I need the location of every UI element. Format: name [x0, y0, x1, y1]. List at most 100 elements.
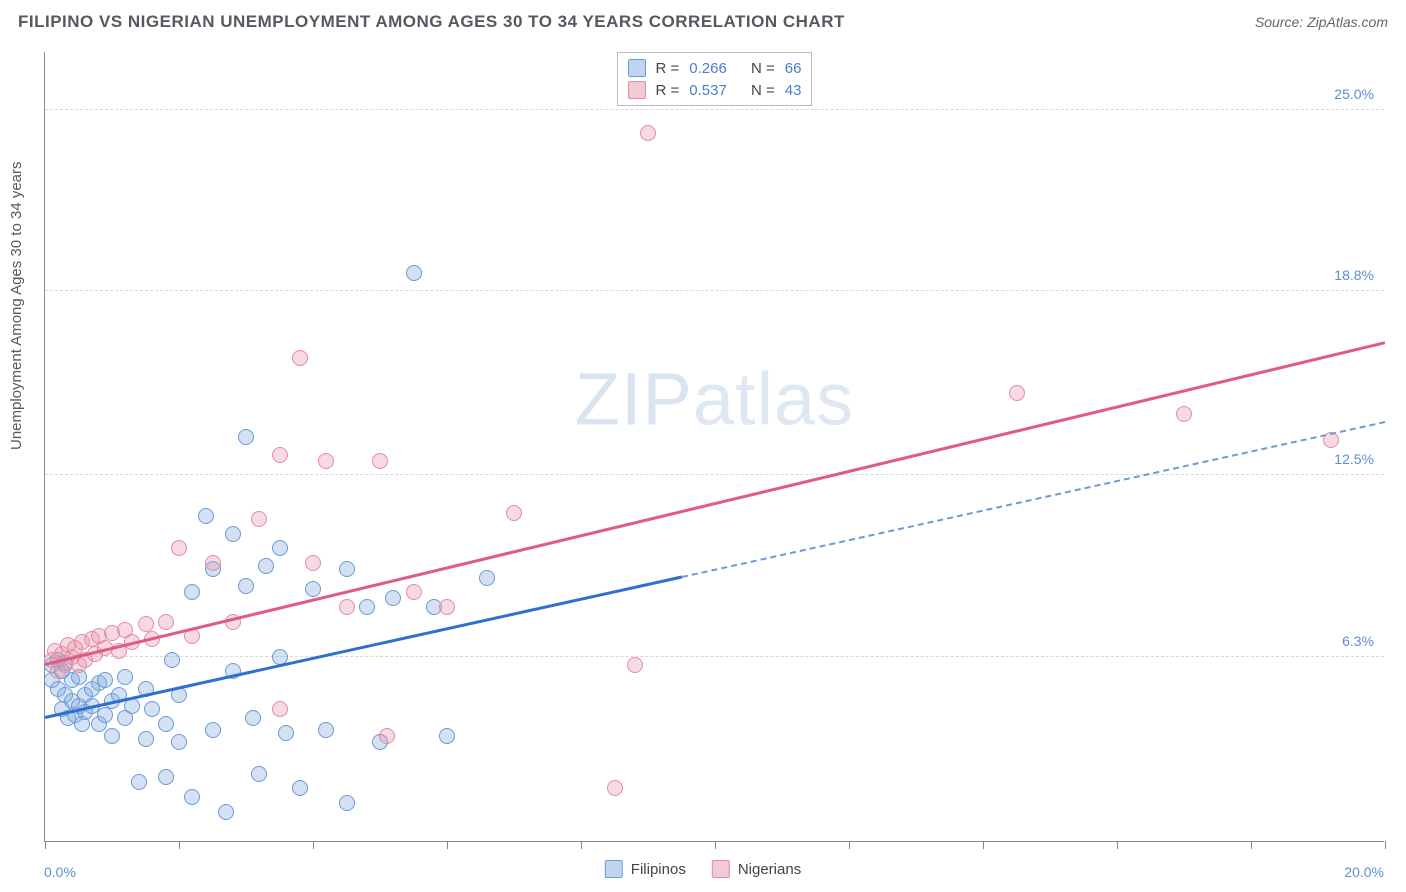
legend-label-filipinos: Filipinos — [631, 861, 686, 878]
data-point — [339, 795, 355, 811]
data-point — [318, 453, 334, 469]
swatch-filipinos — [628, 59, 646, 77]
data-point — [97, 707, 113, 723]
swatch-nigerians — [712, 860, 730, 878]
data-point — [164, 652, 180, 668]
chart-title: FILIPINO VS NIGERIAN UNEMPLOYMENT AMONG … — [18, 12, 845, 32]
data-point — [272, 447, 288, 463]
watermark-thin: atlas — [693, 358, 854, 441]
data-point — [258, 558, 274, 574]
data-point — [198, 508, 214, 524]
x-tick — [1251, 841, 1252, 849]
gridline — [45, 656, 1384, 657]
data-point — [205, 555, 221, 571]
n-label: N = — [751, 60, 775, 77]
data-point — [292, 350, 308, 366]
data-point — [439, 599, 455, 615]
data-point — [640, 125, 656, 141]
y-axis-label: Unemployment Among Ages 30 to 34 years — [8, 161, 25, 450]
data-point — [238, 578, 254, 594]
r-value-filipinos: 0.266 — [689, 60, 727, 77]
legend-item-filipinos: Filipinos — [605, 860, 686, 878]
data-point — [1176, 406, 1192, 422]
data-point — [117, 669, 133, 685]
data-point — [251, 511, 267, 527]
data-point — [305, 555, 321, 571]
data-point — [218, 804, 234, 820]
x-axis-max-label: 20.0% — [1344, 864, 1384, 880]
data-point — [171, 734, 187, 750]
data-point — [305, 581, 321, 597]
data-point — [138, 731, 154, 747]
data-point — [238, 429, 254, 445]
regression-extrapolation-filipinos — [681, 421, 1385, 578]
x-tick — [1117, 841, 1118, 849]
gridline — [45, 109, 1384, 110]
x-tick — [581, 841, 582, 849]
swatch-filipinos — [605, 860, 623, 878]
r-value-nigerians: 0.537 — [689, 82, 727, 99]
correlation-legend: R = 0.266 N = 66 R = 0.537 N = 43 — [617, 52, 813, 106]
data-point — [124, 698, 140, 714]
data-point — [131, 774, 147, 790]
data-point — [158, 716, 174, 732]
legend-row-nigerians: R = 0.537 N = 43 — [628, 79, 802, 101]
data-point — [379, 728, 395, 744]
data-point — [138, 616, 154, 632]
data-point — [205, 722, 221, 738]
watermark-bold: ZIP — [575, 358, 693, 441]
x-tick — [1385, 841, 1386, 849]
data-point — [272, 540, 288, 556]
data-point — [607, 780, 623, 796]
data-point — [479, 570, 495, 586]
regression-line-filipinos — [45, 575, 682, 718]
x-tick — [447, 841, 448, 849]
y-tick-label: 18.8% — [1334, 267, 1374, 283]
legend-row-filipinos: R = 0.266 N = 66 — [628, 57, 802, 79]
r-label: R = — [656, 82, 680, 99]
data-point — [272, 701, 288, 717]
data-point — [406, 584, 422, 600]
chart-plot-area: ZIPatlas R = 0.266 N = 66 R = 0.537 N = … — [44, 52, 1384, 842]
data-point — [158, 614, 174, 630]
data-point — [104, 728, 120, 744]
r-label: R = — [656, 60, 680, 77]
n-value-filipinos: 66 — [785, 60, 802, 77]
x-tick — [45, 841, 46, 849]
swatch-nigerians — [628, 81, 646, 99]
data-point — [339, 599, 355, 615]
data-point — [627, 657, 643, 673]
data-point — [1009, 385, 1025, 401]
x-tick — [849, 841, 850, 849]
data-point — [171, 540, 187, 556]
regression-line-nigerians — [45, 341, 1386, 665]
data-point — [278, 725, 294, 741]
watermark: ZIPatlas — [575, 357, 854, 442]
series-legend: Filipinos Nigerians — [605, 860, 801, 878]
data-point — [439, 728, 455, 744]
data-point — [245, 710, 261, 726]
data-point — [406, 265, 422, 281]
legend-item-nigerians: Nigerians — [712, 860, 801, 878]
data-point — [184, 584, 200, 600]
gridline — [45, 474, 1384, 475]
data-point — [506, 505, 522, 521]
data-point — [359, 599, 375, 615]
data-point — [292, 780, 308, 796]
x-tick — [983, 841, 984, 849]
gridline — [45, 290, 1384, 291]
x-tick — [715, 841, 716, 849]
x-axis-min-label: 0.0% — [44, 864, 76, 880]
data-point — [372, 453, 388, 469]
data-point — [339, 561, 355, 577]
data-point — [318, 722, 334, 738]
data-point — [225, 526, 241, 542]
data-point — [158, 769, 174, 785]
source-attribution: Source: ZipAtlas.com — [1255, 14, 1388, 30]
x-tick — [179, 841, 180, 849]
data-point — [144, 701, 160, 717]
header: FILIPINO VS NIGERIAN UNEMPLOYMENT AMONG … — [0, 0, 1406, 40]
y-tick-label: 25.0% — [1334, 86, 1374, 102]
legend-label-nigerians: Nigerians — [738, 861, 801, 878]
n-label: N = — [751, 82, 775, 99]
